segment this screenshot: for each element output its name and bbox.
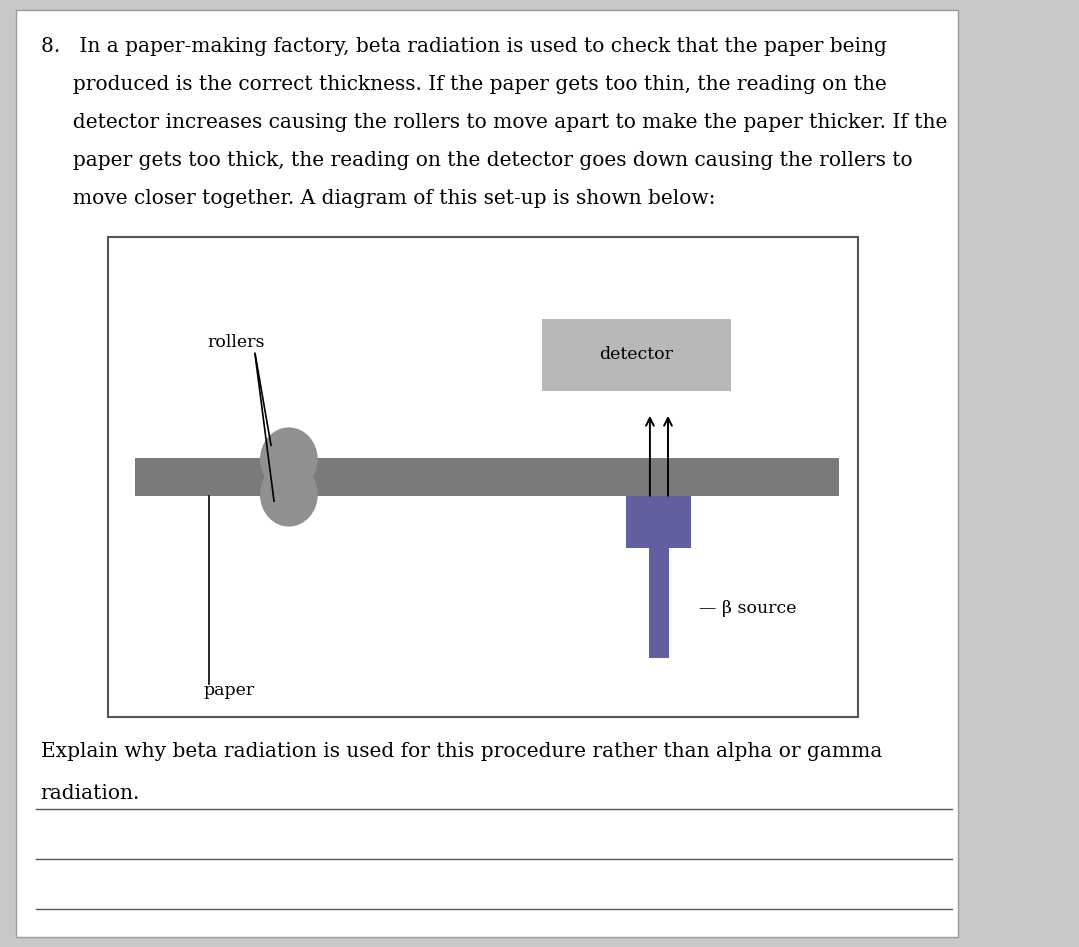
Bar <box>135 458 839 496</box>
Text: detector increases causing the rollers to move apart to make the paper thicker. : detector increases causing the rollers t… <box>41 113 947 132</box>
Bar <box>627 496 692 548</box>
FancyBboxPatch shape <box>16 10 958 937</box>
Bar <box>108 237 858 717</box>
Text: paper: paper <box>203 682 255 699</box>
Circle shape <box>260 427 317 491</box>
Text: produced is the correct thickness. If the paper gets too thin, the reading on th: produced is the correct thickness. If th… <box>41 75 886 94</box>
Bar <box>542 318 732 390</box>
Text: detector: detector <box>599 346 673 363</box>
Text: rollers: rollers <box>207 334 265 351</box>
Text: paper gets too thick, the reading on the detector goes down causing the rollers : paper gets too thick, the reading on the… <box>41 151 912 170</box>
Circle shape <box>260 462 317 527</box>
Text: — β source: — β source <box>699 600 796 617</box>
Text: 8.   In a paper-making factory, beta radiation is used to check that the paper b: 8. In a paper-making factory, beta radia… <box>41 37 887 56</box>
Text: Explain why beta radiation is used for this procedure rather than alpha or gamma: Explain why beta radiation is used for t… <box>41 742 882 761</box>
Text: move closer together. A diagram of this set-up is shown below:: move closer together. A diagram of this … <box>41 189 715 208</box>
Text: radiation.: radiation. <box>41 784 140 803</box>
Bar <box>648 548 669 658</box>
